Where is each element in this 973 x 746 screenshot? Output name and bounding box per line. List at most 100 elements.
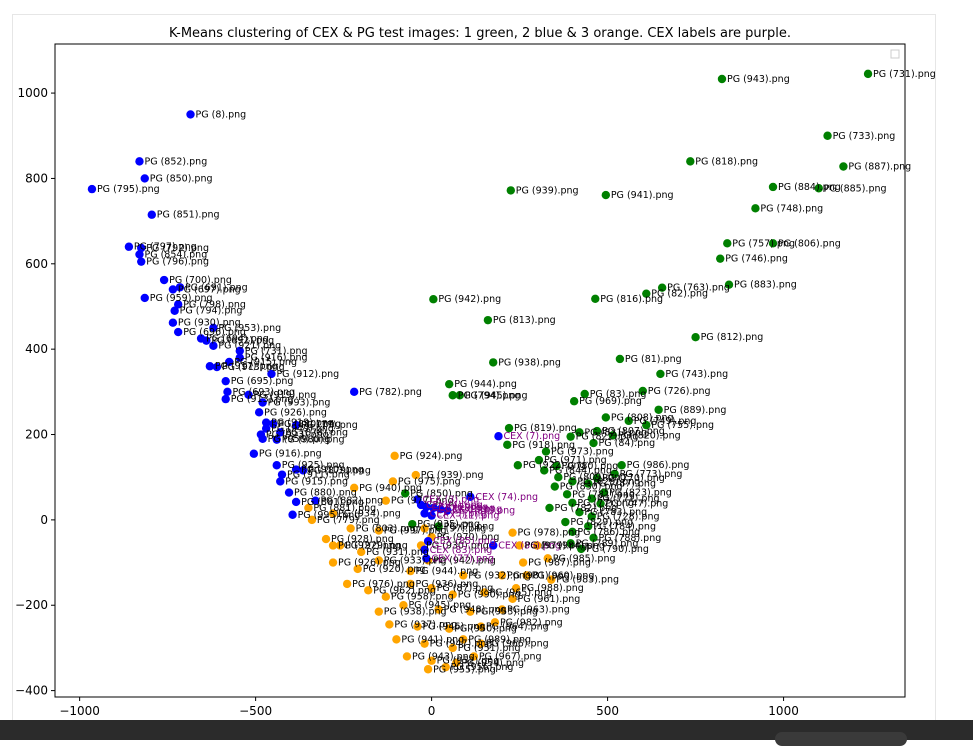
cex-point-label: CEX (86).png [498,540,561,551]
y-tick-label: −200 [15,598,48,612]
data-point [575,428,584,437]
pg-point-label: PG (792).png [146,243,209,254]
pg-point-label: PG (692).png [211,336,274,347]
data-point [863,69,873,79]
data-point [402,652,412,661]
data-point [610,469,619,478]
pg-point-label: PG (755).png [651,420,714,431]
data-point [170,306,179,315]
pg-point-label: PG (939).png [421,470,484,481]
data-point [601,413,611,422]
pg-point-label: PG (913).png [222,362,285,373]
toolbar-pill[interactable] [775,732,907,746]
pg-point-label: PG (937).png [394,619,457,630]
pg-point-label: PG (806).png [778,238,841,249]
x-tick-label: 0 [428,704,436,718]
pg-point-label: PG (829).png [570,517,633,528]
data-point [638,386,647,396]
data-point [328,509,338,518]
pg-point-label: PG (850).png [410,488,473,499]
pg-point-label: PG (731).png [245,346,308,357]
pg-point-label: PG (984).png [542,540,605,551]
data-point [488,358,498,367]
data-point [304,503,313,513]
y-tick-label: 600 [25,257,48,271]
pg-point-label: PG (982).png [500,617,563,628]
data-point [124,242,134,251]
data-point [420,509,429,518]
pg-point-label: PG (956).png [268,434,331,445]
data-point [445,379,454,389]
pg-point-label: PG (84).png [599,438,656,449]
pg-point-label: PG (726).png [648,386,711,397]
data-point [272,435,281,444]
data-point [406,579,415,589]
data-point [399,601,408,610]
pg-point-label: PG (911).png [287,470,350,481]
pg-point-label: PG (970).png [437,532,500,543]
data-point [466,607,475,616]
data-point [642,420,651,430]
data-point [385,620,394,629]
data-point [448,391,457,400]
data-point [543,554,552,563]
pg-point-label: PG (936).png [415,579,478,590]
data-point [497,605,507,614]
data-point [515,541,524,550]
cex-point-label: CEX (9).png [445,504,502,515]
data-point [349,483,359,493]
pg-point-label: PG (967).png [479,651,542,662]
data-point [311,496,320,505]
data-point [420,524,429,533]
data-point [346,524,355,533]
data-point [466,492,475,502]
pg-point-label: PG (794).png [458,390,521,401]
data-point [814,184,823,193]
pg-point-label: PG (910).png [301,465,364,476]
data-point [420,545,429,554]
pg-point-label: PG (944).png [415,566,478,577]
pg-point-label: PG (80).png [562,461,619,472]
pg-point-label: PG (987).png [528,558,591,569]
data-point [569,397,579,406]
data-point [307,515,317,525]
pg-point-label: PG (852).png [144,156,207,167]
pg-point-label: PG (990).png [458,590,521,601]
data-point [186,110,195,119]
y-tick-label: 400 [25,342,48,356]
data-point [459,635,468,644]
pg-point-label: PG (983).png [556,575,619,586]
data-point [427,511,436,520]
pg-point-label: PG (945).png [465,390,528,401]
pg-point-label: PG (921).png [218,341,281,352]
data-point [434,605,443,614]
data-point [328,558,338,567]
pg-point-label: PG (946).png [423,622,486,633]
cex-point-label: CEX (5).png [430,508,487,519]
data-point [589,438,598,448]
pg-point-label: PG (943).png [412,651,475,662]
cex-point-label: CEX (6).png [431,502,488,513]
data-point [587,494,596,503]
pg-point-label: PG (915).png [234,357,297,368]
pg-point-label: PG (77).png [577,498,634,509]
data-point [459,571,468,580]
data-point [137,243,146,253]
plot-frame [54,43,906,698]
data-point [511,583,521,593]
pg-point-label: PG (956).png [451,662,514,673]
pg-point-label: PG (809).png [563,472,626,483]
data-point [267,369,276,379]
data-point [768,239,778,248]
data-point [445,624,454,633]
data-point [657,283,667,292]
data-point [381,496,391,505]
data-point [589,533,598,543]
data-point [541,447,551,456]
data-point [476,639,486,648]
data-point [587,512,596,521]
y-tick-label: 200 [25,428,48,442]
pg-point-label: PG (851).png [157,210,220,221]
data-point [392,635,401,644]
data-point [624,416,633,426]
